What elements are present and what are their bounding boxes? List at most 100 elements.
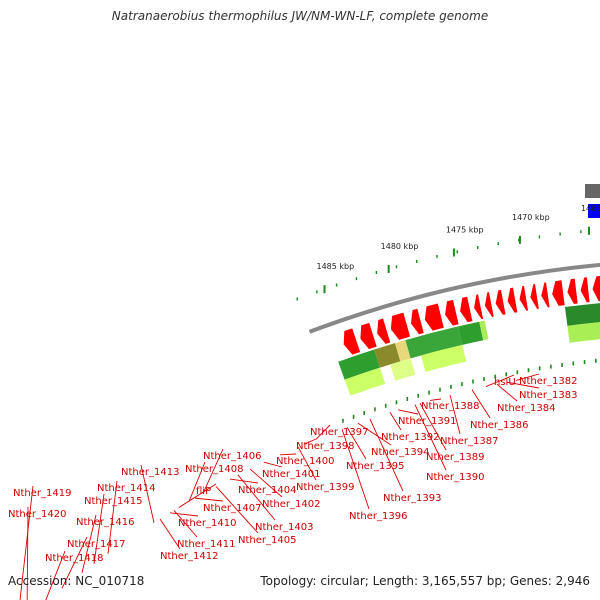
gene-label: Nther_1384 [497, 403, 555, 414]
leader-line [357, 422, 392, 446]
inner-tick [395, 400, 398, 405]
gene-arrow [410, 308, 424, 335]
gene-label: Nther_1398 [296, 441, 354, 452]
scale-major-tick [323, 285, 326, 294]
scale-dot [316, 290, 318, 294]
gene-label: Nther_1395 [346, 461, 404, 472]
gene-label: fliP [196, 486, 211, 497]
leader-line [397, 409, 419, 415]
gene-label: Nther_1415 [84, 496, 142, 507]
feature-segment [420, 344, 467, 372]
map-title: Natranaerobius thermophilus JW/NM-WN-LF,… [111, 9, 489, 23]
gene-label: Nther_1390 [426, 472, 484, 483]
leader-line [178, 483, 217, 508]
leader-line [315, 424, 331, 440]
leader-line [61, 536, 88, 589]
leader-line [346, 426, 367, 460]
leader-line [45, 550, 66, 600]
gene-label: Nther_1388 [421, 401, 479, 412]
gene-label: Nther_1391 [398, 416, 456, 427]
leader-line [515, 373, 540, 381]
feature-segment [374, 343, 401, 368]
leader-line [419, 402, 447, 451]
gene-arrow [474, 294, 484, 320]
gene-label: Nther_1400 [276, 456, 334, 467]
gene-label: Nther_1402 [262, 499, 320, 510]
gene-label: Nther_1417 [67, 539, 125, 550]
leader-line [93, 493, 105, 564]
leader-line [449, 394, 461, 435]
leader-line [369, 418, 404, 492]
gene-label: Nther_1404 [238, 485, 296, 496]
gene-label: Nther_1416 [76, 517, 134, 528]
gene-label: Nther_1397 [310, 427, 368, 438]
scale-label: 1465 kbp [581, 204, 600, 213]
gene-label: Nther_1413 [121, 467, 179, 478]
gene-label: Nther_1387 [440, 436, 498, 447]
leader-line [429, 398, 442, 401]
leader-line [496, 383, 518, 402]
gene-arrow [377, 318, 391, 344]
gene-label: Nther_1382 [519, 376, 577, 387]
gene-label: hslU [494, 377, 516, 388]
scale-dot [538, 235, 541, 239]
feature-segment [479, 320, 489, 341]
scale-dot [559, 232, 561, 236]
scale-major-tick [452, 248, 455, 257]
gene-arrow [519, 285, 529, 311]
gene-arrow [541, 282, 550, 308]
gene-label: Nther_1386 [470, 420, 528, 431]
leader-line [237, 474, 276, 521]
gene-label: Nther_1401 [262, 469, 320, 480]
leader-line [471, 389, 491, 419]
scale-dot [518, 238, 520, 242]
scale-dot [355, 277, 358, 281]
gene-label: Nther_1420 [8, 509, 66, 520]
leader-line [389, 412, 402, 431]
gene-arrow [484, 292, 494, 318]
scale-dot [335, 283, 338, 287]
inner-tick [428, 390, 430, 395]
scale-dot [415, 259, 418, 263]
leader-lines [19, 373, 540, 600]
scale-dot [436, 254, 438, 258]
gene-arrow [390, 312, 411, 340]
inner-tick [472, 379, 474, 384]
gene-arrow [580, 277, 590, 303]
feature-segment [564, 303, 600, 326]
inner-tick [363, 411, 366, 416]
gene-label: Nther_1412 [160, 551, 218, 562]
accession-text: Accession: NC_010718 [8, 574, 145, 588]
gene-label: Nther_1399 [296, 482, 354, 493]
inner-tick [406, 396, 409, 401]
gene-label: Nther_1414 [97, 483, 155, 494]
inner-tick [352, 414, 355, 419]
inner-tick [516, 370, 519, 375]
gene-arrow [567, 278, 578, 304]
leader-line [26, 506, 29, 600]
gene-arrow [445, 299, 459, 326]
gene-label: Nther_1393 [383, 493, 441, 504]
gene-label: Nther_1392 [381, 432, 439, 443]
inner-tick [483, 376, 485, 381]
inner-tick [505, 372, 508, 377]
leader-line [169, 512, 199, 517]
gene-arrow [360, 322, 377, 350]
gene-label: Nther_1411 [177, 539, 235, 550]
feature-segment [394, 340, 411, 362]
gene-label: Nther_1383 [519, 390, 577, 401]
leader-line [263, 461, 283, 468]
scale-label: 1470 kbp [512, 213, 550, 222]
feature-segment [567, 322, 600, 343]
scale-dot [497, 242, 499, 246]
feature-segment [405, 326, 463, 359]
leader-line [297, 446, 317, 481]
genome-backbone [308, 262, 600, 334]
feature-segment [344, 367, 386, 396]
gene-label: Nther_1407 [203, 503, 261, 514]
leader-line [506, 381, 540, 389]
leader-line [202, 448, 224, 494]
feature-bands [308, 184, 600, 396]
gene-label: Nther_1405 [238, 535, 296, 546]
